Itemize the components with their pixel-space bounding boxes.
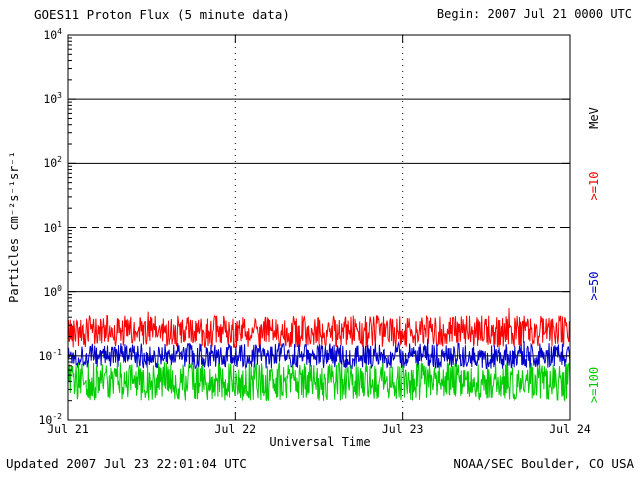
x-tick-jul-24: Jul 24: [549, 422, 591, 436]
y-tick-10e-2: 10-2: [38, 412, 63, 427]
y-tick-10e-1: 10-1: [38, 347, 63, 363]
right-axis-unit-label: MeV: [587, 107, 601, 129]
series--100-mev: [67, 360, 571, 403]
credit-label: NOAA/SEC Boulder, CO USA: [453, 456, 634, 471]
legend-ge10-label: >=10: [587, 171, 601, 201]
x-tick-jul-22: Jul 22: [214, 422, 257, 436]
y-tick-10e0: 100: [43, 283, 62, 299]
y-tick-10e4: 104: [43, 27, 62, 42]
legend-ge100-label: >=100: [587, 366, 601, 404]
series--50-mev: [67, 338, 571, 370]
x-tick-jul-21: Jul 21: [47, 422, 89, 436]
chart-title: GOES11 Proton Flux (5 minute data): [34, 7, 290, 22]
legend-ge50-label: >=50: [587, 271, 601, 301]
x-axis-label: Universal Time: [269, 435, 371, 449]
y-tick-10e2: 102: [43, 155, 62, 171]
x-tick-jul-23: Jul 23: [381, 422, 424, 436]
y-tick-10e1: 101: [43, 219, 62, 235]
y-tick-10e3: 103: [43, 91, 62, 106]
begin-timestamp-label: Begin: 2007 Jul 21 0000 UTC: [436, 7, 632, 21]
updated-timestamp: Updated 2007 Jul 23 22:01:04 UTC: [6, 456, 247, 471]
series--10-mev: [67, 308, 571, 349]
y-axis-label: Particles cm⁻²s⁻¹sr⁻¹: [7, 151, 21, 303]
